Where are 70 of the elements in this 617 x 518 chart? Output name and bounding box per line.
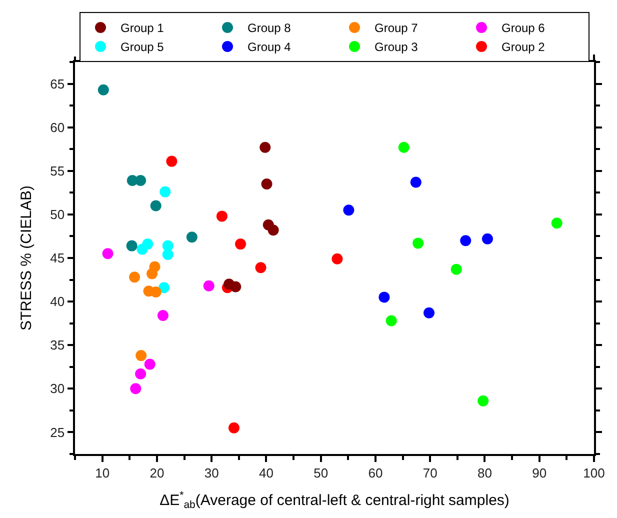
point [260,142,271,153]
point [126,240,138,252]
point [343,204,354,216]
point [135,368,146,380]
x-axis-title: ΔE$^{*}$$_{ab}$(Average of central-left & central-right samples) [160,490,510,511]
point [186,232,198,243]
legend-label: Group 7 [374,21,418,36]
y-tick-label: 50 [50,206,65,222]
point [130,383,142,394]
point [166,156,178,167]
point [482,233,493,244]
point [162,249,174,260]
point [235,238,246,250]
legend-label: Group 3 [374,40,418,54]
point [129,272,140,283]
point [98,84,109,96]
point [144,358,156,370]
point [102,248,114,260]
point [150,286,162,298]
legend-label: Group 5 [120,40,164,54]
y-tick-label: 60 [50,120,65,135]
x-tick-label: 30 [204,465,219,480]
x-tick-label: 100 [583,465,605,480]
point [450,264,462,275]
x-tick-label: 70 [422,465,438,480]
point [424,307,435,318]
legend-label: Group 6 [502,21,546,36]
y-tick-label: 30 [50,381,65,396]
point [551,218,562,229]
legend-label: Group 4 [248,40,292,54]
point [332,253,343,264]
x-tick-label: 20 [150,465,164,480]
legend-label: Group 8 [248,21,292,36]
legend-label: Group 2 [502,40,546,54]
x-tick-label: 60 [368,465,383,480]
y-tick-label: 25 [50,424,65,440]
point [146,268,158,280]
point [412,238,424,249]
point [460,235,472,246]
point [157,310,168,321]
x-tick-label: 40 [258,465,274,480]
y-tick-label: 65 [50,76,65,92]
point [230,281,242,292]
point [216,210,228,222]
y-tick-label: 45 [50,250,65,266]
point [228,422,240,434]
point [478,395,489,406]
x-tick-label: 50 [314,465,328,480]
legend-label: Group 1 [120,21,164,36]
point [203,280,214,292]
point [398,142,410,153]
y-tick-label: 55 [50,163,65,178]
point [268,224,279,236]
x-tick-label: 80 [478,465,492,480]
x-tick-label: 10 [95,465,110,480]
point [136,244,148,255]
point [386,315,397,326]
y-axis-title: STRESS % (CIELAB) [18,185,35,331]
y-tick-label: 40 [50,294,65,310]
point [150,200,162,212]
point [410,176,422,188]
point [255,262,266,274]
point [378,292,390,303]
y-tick-label: 35 [50,338,65,353]
point [136,350,147,362]
point [160,186,171,198]
point [135,174,146,186]
point [261,178,272,190]
x-tick-label: 90 [532,465,547,480]
point [158,282,170,294]
